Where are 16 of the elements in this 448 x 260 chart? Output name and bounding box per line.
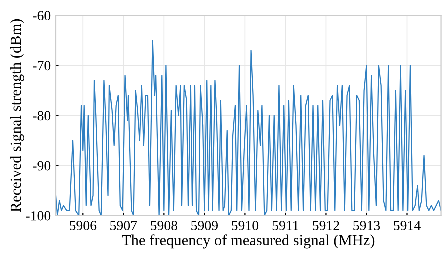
y-axis-title: Received signal strength (dBm) bbox=[10, 19, 24, 212]
x-tick-label: 5913 bbox=[354, 221, 380, 230]
x-tick-label: 5907 bbox=[110, 221, 138, 230]
x-tick-label: 5912 bbox=[313, 221, 340, 230]
x-tick-label: 5914 bbox=[394, 221, 421, 230]
x-tick-label: 5909 bbox=[192, 221, 218, 230]
x-axis-title: The frequency of measured signal (MHz) bbox=[122, 234, 375, 249]
y-tick-label: -90 bbox=[33, 161, 51, 171]
y-tick-label: -60 bbox=[33, 11, 51, 21]
x-tick-label: 5906 bbox=[70, 221, 97, 230]
y-tick-label: -80 bbox=[33, 111, 51, 121]
y-tick-label: -100 bbox=[26, 211, 51, 221]
x-tick-label: 5911 bbox=[272, 221, 299, 230]
x-tick-label: 5908 bbox=[151, 221, 178, 230]
y-tick-label: -70 bbox=[33, 61, 51, 71]
x-tick-label: 5910 bbox=[232, 221, 259, 230]
